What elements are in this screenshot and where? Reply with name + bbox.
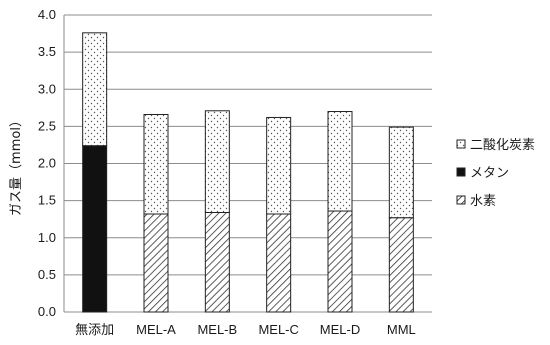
bar-segment <box>143 213 169 313</box>
x-tick-label: MEL-C <box>258 322 298 337</box>
y-tick-label: 1.0 <box>38 230 56 245</box>
legend-swatch <box>456 167 466 177</box>
y-tick-labels: 0.0 0.5 1.0 1.5 2.0 2.5 3.0 3.5 4.0 <box>38 7 56 319</box>
x-tick-label: MEL-D <box>320 322 360 337</box>
x-tick-label: MEL-A <box>136 322 176 337</box>
bars <box>82 32 414 313</box>
bar-segment <box>82 145 108 313</box>
y-tick-label: 2.0 <box>38 156 56 171</box>
legend-label: 二酸化炭素 <box>470 138 535 153</box>
grid-lines <box>63 14 432 313</box>
x-tick-label: MML <box>387 322 416 337</box>
y-tick-label: 3.0 <box>38 81 56 96</box>
bar-segment <box>388 217 414 313</box>
bar-segment <box>388 126 414 219</box>
bar-segment <box>266 213 292 313</box>
bar-segment <box>327 111 353 212</box>
y-axis-title: ガス量（mmol） <box>9 114 24 216</box>
bar-segment <box>204 110 230 214</box>
legend-swatch <box>456 139 466 149</box>
legend-label: メタン <box>470 166 509 181</box>
y-tick-label: 0.5 <box>38 267 56 282</box>
y-tick-label: 4.0 <box>38 7 56 22</box>
legend-swatch <box>456 195 466 205</box>
x-tick-labels: 無添加 MEL-A MEL-B MEL-C MEL-D MML <box>75 322 416 337</box>
x-tick-label: MEL-B <box>197 322 237 337</box>
bar-segment <box>327 210 353 313</box>
y-tick-label: 0.0 <box>38 304 56 319</box>
bar-segment <box>204 212 230 313</box>
bar-segment <box>143 113 169 215</box>
bar-segment <box>82 32 108 147</box>
y-tick-label: 1.5 <box>38 193 56 208</box>
y-tick-label: 2.5 <box>38 118 56 133</box>
legend-label: 水素 <box>470 194 496 209</box>
bar-segment <box>266 116 292 215</box>
y-tick-label: 3.5 <box>38 44 56 59</box>
x-tick-label: 無添加 <box>75 322 114 337</box>
